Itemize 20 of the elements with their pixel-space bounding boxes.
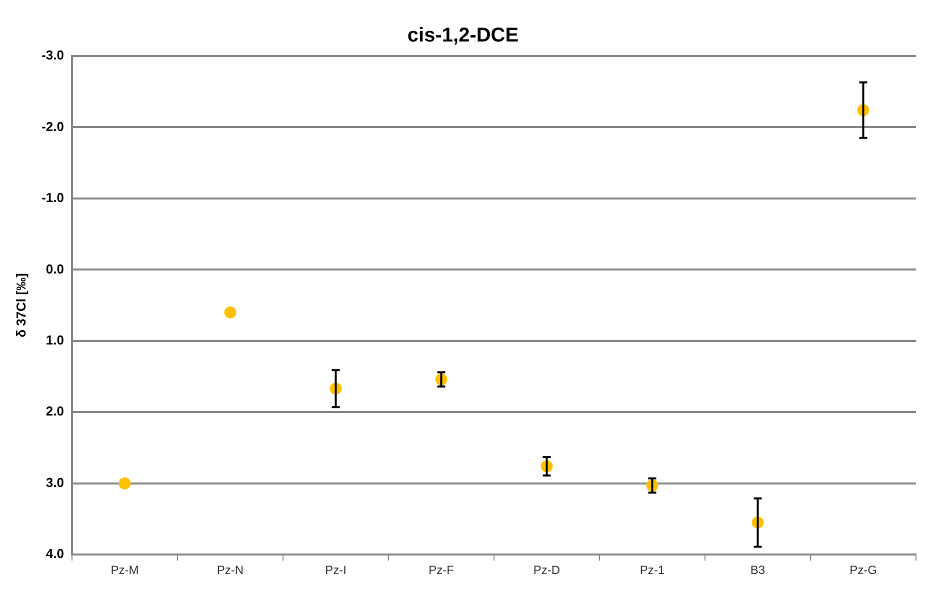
y-tick-label: 2.0 (46, 404, 64, 419)
chart-title: cis-1,2-DCE (407, 24, 519, 47)
y-tick-label: 0.0 (46, 261, 64, 276)
x-tick-label: Pz-I (325, 563, 346, 578)
point (224, 306, 236, 318)
x-tick-label: Pz-M (110, 563, 139, 578)
x-tick-label: B3 (750, 563, 766, 578)
y-axis-title: δ 37Cl [‰] (13, 273, 28, 338)
y-tick-label: 1.0 (46, 332, 64, 348)
point (118, 477, 131, 490)
x-tick-label: Pz-D (533, 563, 560, 578)
y-tick-label: 3.0 (46, 474, 64, 490)
y-tick-label: -3.0 (42, 48, 64, 63)
y-tick-label: -1.0 (42, 190, 64, 206)
x-tick-label: Pz-1 (640, 563, 665, 578)
y-tick-label: 4.0 (46, 546, 64, 562)
x-tick-label: Pz-F (428, 563, 454, 578)
y-tick-label: -2.0 (42, 118, 64, 134)
x-tick-label: Pz-N (216, 563, 244, 578)
x-tick-label: Pz-G (850, 563, 877, 578)
